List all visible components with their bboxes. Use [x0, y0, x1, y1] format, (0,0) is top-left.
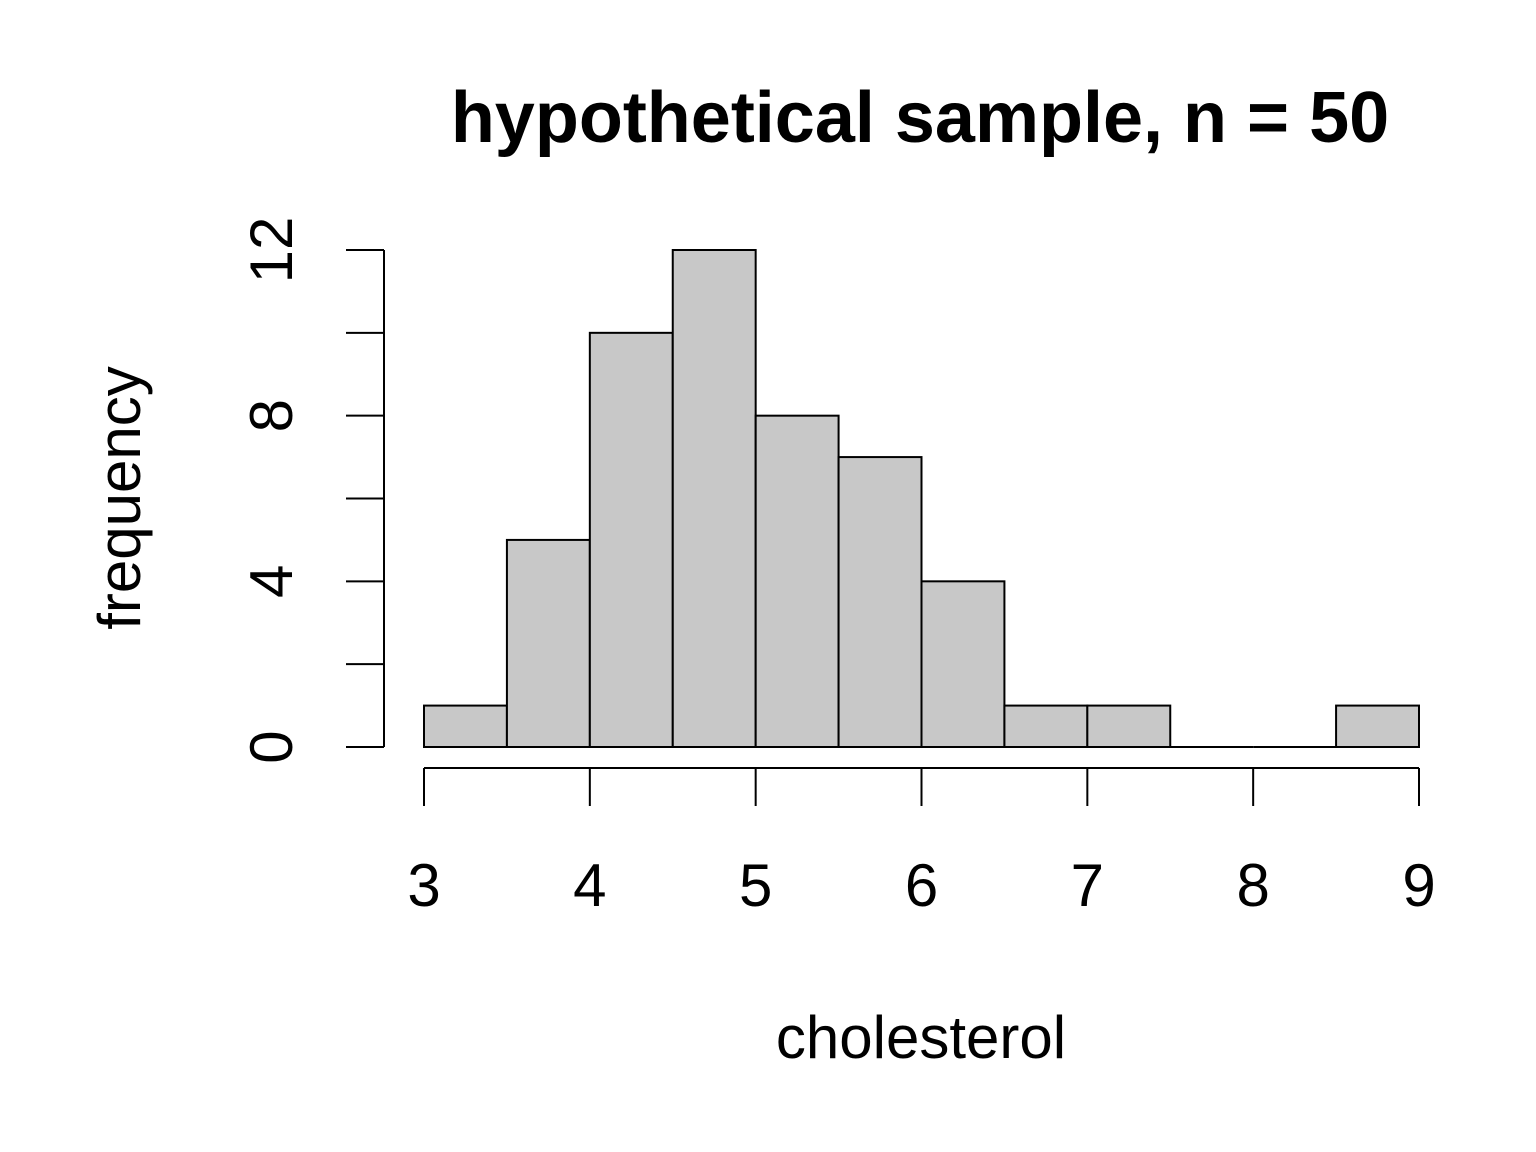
y-tick-label: 12	[238, 217, 305, 284]
y-tick-label: 0	[238, 730, 305, 763]
histogram-bar	[1003, 704, 1089, 748]
histogram-bar	[920, 580, 1006, 748]
histogram-bar	[671, 249, 757, 748]
y-axis: 0 4 8 12	[238, 217, 385, 764]
x-tick-label: 8	[1236, 852, 1269, 919]
bars-group	[423, 249, 1421, 749]
x-tick-label: 7	[1071, 852, 1104, 919]
x-tick-label: 4	[573, 852, 606, 919]
x-tick-label: 6	[905, 852, 938, 919]
y-tick-label: 4	[238, 565, 305, 598]
histogram-bar	[505, 538, 591, 749]
x-tick-label: 5	[739, 852, 772, 919]
y-tick-label: 8	[238, 399, 305, 432]
histogram-bar	[837, 456, 923, 748]
histogram-bar	[423, 704, 508, 748]
histogram-bar	[588, 331, 674, 748]
y-axis-label: frequency	[86, 366, 153, 630]
histogram-bar	[754, 414, 840, 748]
histogram-bar	[1086, 704, 1172, 748]
histogram-bar	[1335, 704, 1421, 748]
x-tick-label: 9	[1402, 852, 1435, 919]
chart-title: hypothetical sample, n = 50	[451, 78, 1389, 158]
x-axis-label: cholesterol	[776, 1004, 1066, 1071]
x-tick-label: 3	[407, 852, 440, 919]
x-axis: 3 4 5 6 7 8 9	[407, 767, 1436, 919]
